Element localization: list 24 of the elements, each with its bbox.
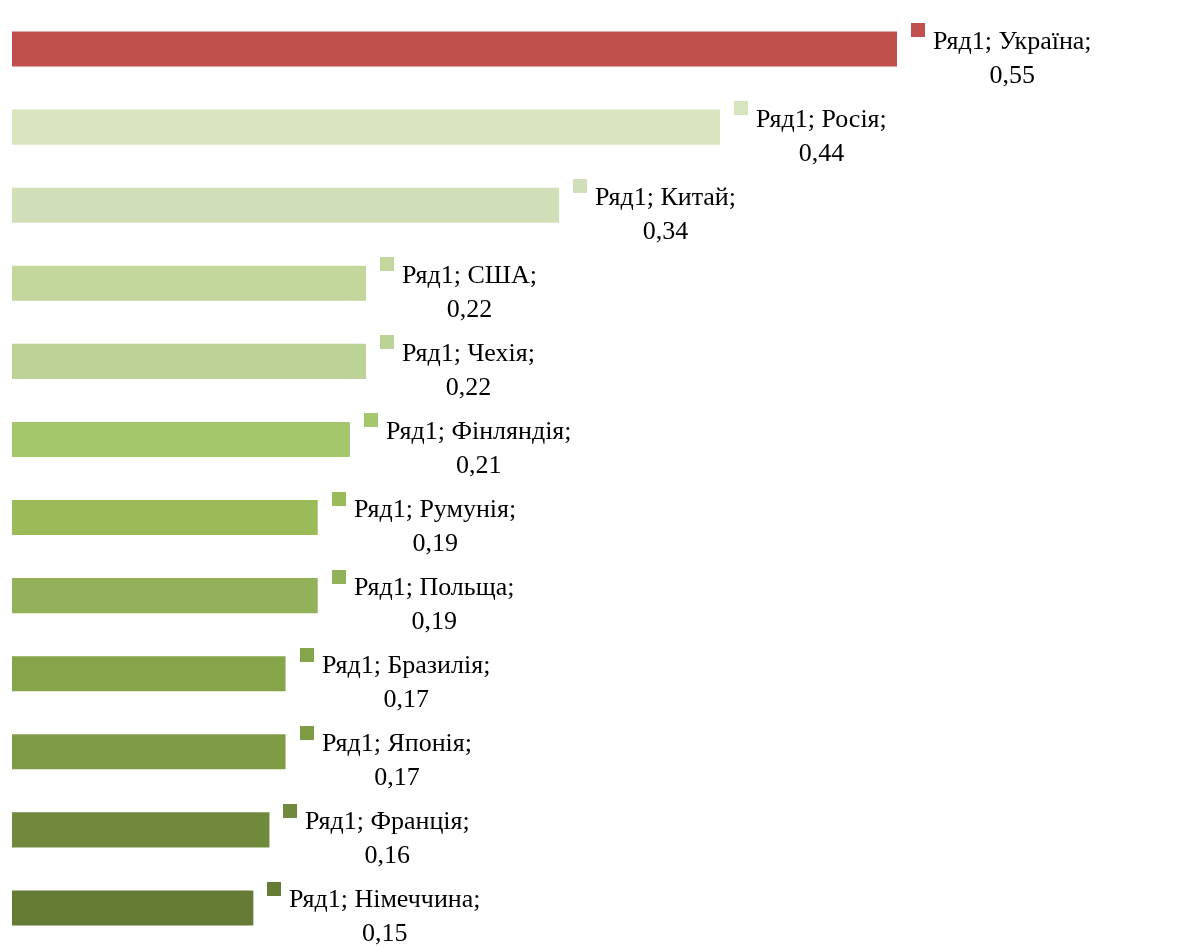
- bar: [12, 890, 254, 926]
- data-label: Ряд1; Японія; 0,17: [322, 728, 472, 791]
- bar: [12, 421, 350, 458]
- bar: [12, 812, 270, 848]
- data-label: Ряд1; Польща; 0,19: [354, 572, 515, 635]
- bar: [12, 31, 897, 67]
- data-label: Ряд1; Росія; 0,44: [756, 104, 887, 167]
- data-label: Ряд1; Китай; 0,34: [595, 182, 736, 245]
- data-label: Ряд1; Румунія; 0,19: [354, 494, 517, 557]
- bar: [12, 656, 286, 692]
- bar: [12, 265, 366, 301]
- bar: [12, 109, 720, 145]
- bar: [12, 734, 286, 770]
- data-label: Ряд1; Франція; 0,16: [305, 806, 470, 869]
- data-label: Ряд1; Фінляндія; 0,21: [386, 416, 572, 479]
- data-label: Ряд1; Україна; 0,55: [933, 26, 1092, 89]
- data-label: Ряд1; Чехія; 0,22: [402, 338, 535, 401]
- data-label: Ряд1; Німеччина; 0,15: [289, 884, 481, 947]
- bar: [12, 499, 318, 536]
- bar: [12, 343, 366, 379]
- bar: [12, 578, 318, 614]
- data-label: Ряд1; США; 0,22: [402, 260, 537, 323]
- bar: [12, 187, 560, 223]
- data-label: Ряд1; Бразилія; 0,17: [322, 650, 491, 713]
